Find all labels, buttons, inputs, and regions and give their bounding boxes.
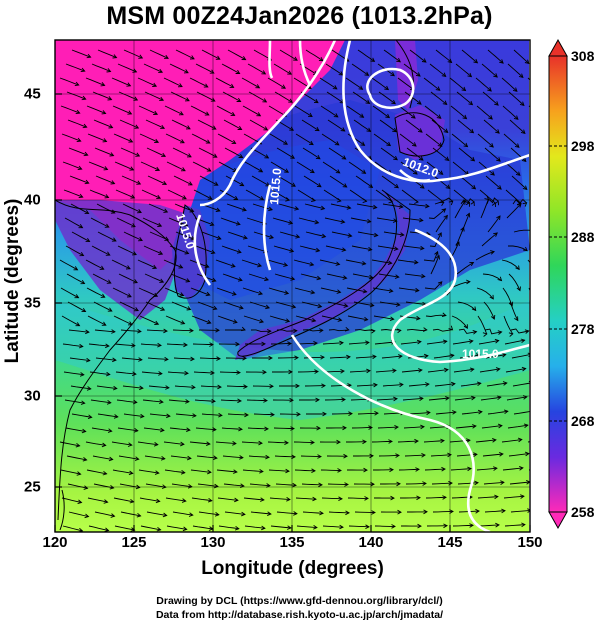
x-tick-label: 135 bbox=[279, 534, 305, 551]
y-tick-label: 45 bbox=[24, 85, 41, 103]
colorbar-label: 268 bbox=[571, 413, 595, 429]
contour-label: 1015.0 bbox=[462, 347, 499, 361]
x-tick-label: 140 bbox=[358, 534, 384, 551]
isobars bbox=[193, 40, 530, 532]
colorbar-label: 278 bbox=[571, 321, 595, 337]
credit-drawing: Drawing by DCL (https://www.gfd-dennou.o… bbox=[156, 595, 443, 607]
coastlines bbox=[55, 40, 445, 531]
graticule bbox=[55, 40, 530, 532]
y-axis-label: Latitude (degrees) bbox=[2, 198, 23, 364]
colorbar-label: 258 bbox=[571, 504, 595, 520]
y-tick-label: 30 bbox=[24, 387, 41, 405]
credit-data: Data from http://database.rish.kyoto-u.a… bbox=[155, 609, 444, 621]
wind-streamlines bbox=[59, 49, 530, 532]
x-tick-label: 120 bbox=[42, 534, 68, 551]
x-tick-label: 145 bbox=[437, 534, 463, 551]
map-title: MSM 00Z24Jan2026 (1013.2hPa) bbox=[106, 2, 493, 30]
axis-ticks bbox=[54, 93, 531, 532]
colorbar-label: 288 bbox=[571, 229, 595, 245]
colorbar bbox=[548, 38, 568, 530]
y-tick-label: 25 bbox=[24, 478, 41, 496]
colorbar-label: 308 bbox=[571, 48, 595, 64]
x-tick-label: 125 bbox=[121, 534, 147, 551]
colorbar-label: 298 bbox=[571, 138, 595, 154]
x-tick-label: 130 bbox=[200, 534, 226, 551]
y-tick-label: 40 bbox=[24, 191, 41, 209]
x-tick-label: 150 bbox=[517, 534, 543, 551]
x-axis-label: Longitude (degrees) bbox=[201, 558, 384, 579]
contour-label: 1015.0 bbox=[267, 167, 284, 205]
y-tick-label: 35 bbox=[24, 294, 41, 312]
